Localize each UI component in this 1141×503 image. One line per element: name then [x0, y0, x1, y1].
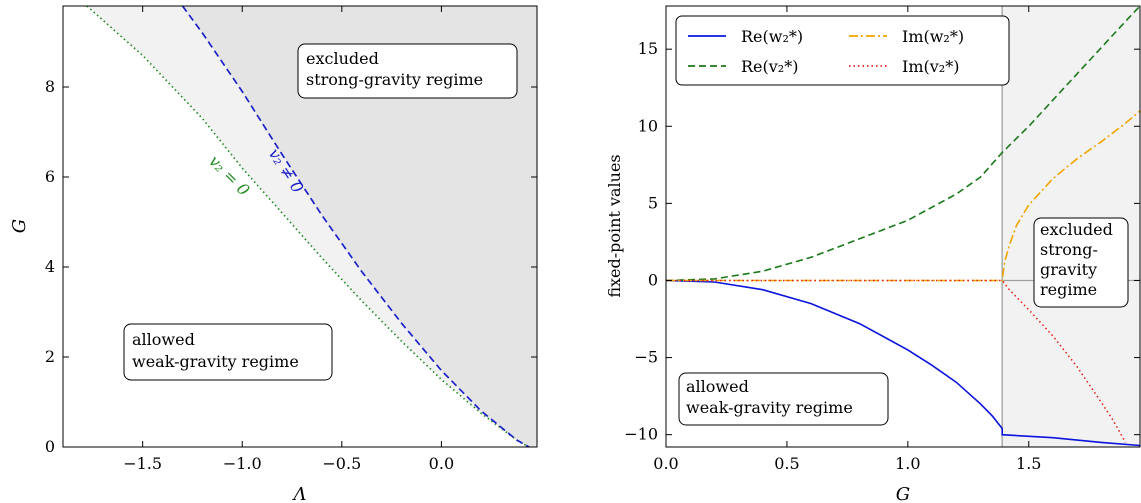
left-shading: [86, 6, 537, 447]
right-lines: [666, 6, 1140, 447]
y-tick-label: 6: [45, 167, 55, 186]
right-ticks: 0.0 0.5 1.0 1.5 −10 −5 0 5 10 15: [624, 6, 1140, 473]
y-tick-label: 5: [648, 193, 658, 212]
annotation-line: excluded: [1040, 220, 1113, 239]
right-axes-frame: [665, 5, 1141, 448]
left-allowed-annotation: allowed weak-gravity regime: [123, 323, 333, 381]
annotation-line: excluded: [306, 49, 379, 68]
annotation-box: [123, 323, 333, 381]
legend-label: Re(w₂*): [741, 27, 803, 46]
x-tick-label: −1.5: [123, 454, 162, 473]
left-panel: −1.5 −1.0 −0.5 0.0 0 2 4 6 8 excluded strong-gra…: [9, 5, 538, 503]
annotation-line: allowed: [132, 330, 195, 349]
y-tick-label: 4: [45, 257, 55, 276]
left-x-axis-label: Λ: [292, 484, 307, 503]
x-tick-label: −1.0: [223, 454, 262, 473]
left-lines: [86, 6, 530, 447]
series-line: [666, 6, 1140, 282]
series-line: [181, 6, 530, 447]
right-x-axis-label: G: [896, 484, 910, 503]
x-tick-label: 0.0: [653, 454, 678, 473]
annotation-box: [297, 43, 518, 99]
annotation-box: [1033, 217, 1129, 308]
annotation-box: [678, 372, 889, 426]
y-tick-label: −10: [624, 425, 658, 444]
series-line: [86, 6, 530, 447]
legend-label: Im(w₂*): [902, 27, 964, 46]
right-y-axis-label: fixed-point values: [605, 154, 624, 297]
y-tick-label: 15: [638, 39, 658, 58]
annotation-line: weak-gravity regime: [686, 398, 853, 417]
right-allowed-annotation: allowed weak-gravity regime: [678, 372, 889, 426]
annotation-line: strong-gravity regime: [306, 70, 483, 89]
left-excluded-annotation: excluded strong-gravity regime: [297, 43, 518, 99]
legend: Re(w₂*) Im(w₂*) Re(v₂*) Im(v₂*): [675, 15, 1010, 86]
left-axes-frame: [62, 5, 538, 448]
v2-nonzero-region: [182, 6, 537, 447]
y-tick-label: −5: [634, 348, 658, 367]
y-tick-label: 2: [45, 347, 55, 366]
legend-items: Re(w₂*) Im(w₂*) Re(v₂*) Im(v₂*): [688, 27, 964, 76]
left-ticks: −1.5 −1.0 −0.5 0.0 0 2 4 6 8: [45, 6, 537, 473]
y-tick-label: 10: [638, 116, 658, 135]
left-y-axis-label: G: [9, 219, 30, 233]
legend-label: Re(v₂*): [741, 57, 798, 76]
series-line: [666, 110, 1140, 282]
y-tick-label: 0: [45, 437, 55, 456]
y-tick-label: 0: [648, 270, 658, 289]
legend-frame: [675, 15, 1010, 86]
annotation-line: regime: [1040, 280, 1097, 299]
annotation-line: weak-gravity regime: [132, 352, 299, 371]
x-tick-label: 1.5: [1016, 454, 1041, 473]
annotation-line: allowed: [686, 377, 749, 396]
y-tick-label: 8: [45, 77, 55, 96]
series-line: [666, 279, 1140, 447]
x-tick-label: 0.0: [429, 454, 454, 473]
annotation-line: gravity: [1040, 260, 1097, 279]
legend-label: Im(v₂*): [902, 57, 959, 76]
x-tick-label: 0.5: [774, 454, 799, 473]
right-excluded-annotation: excluded strong- gravity regime: [1033, 217, 1129, 308]
x-tick-label: −0.5: [322, 454, 361, 473]
x-tick-label: 1.0: [895, 454, 920, 473]
annotation-line: strong-: [1040, 240, 1098, 259]
